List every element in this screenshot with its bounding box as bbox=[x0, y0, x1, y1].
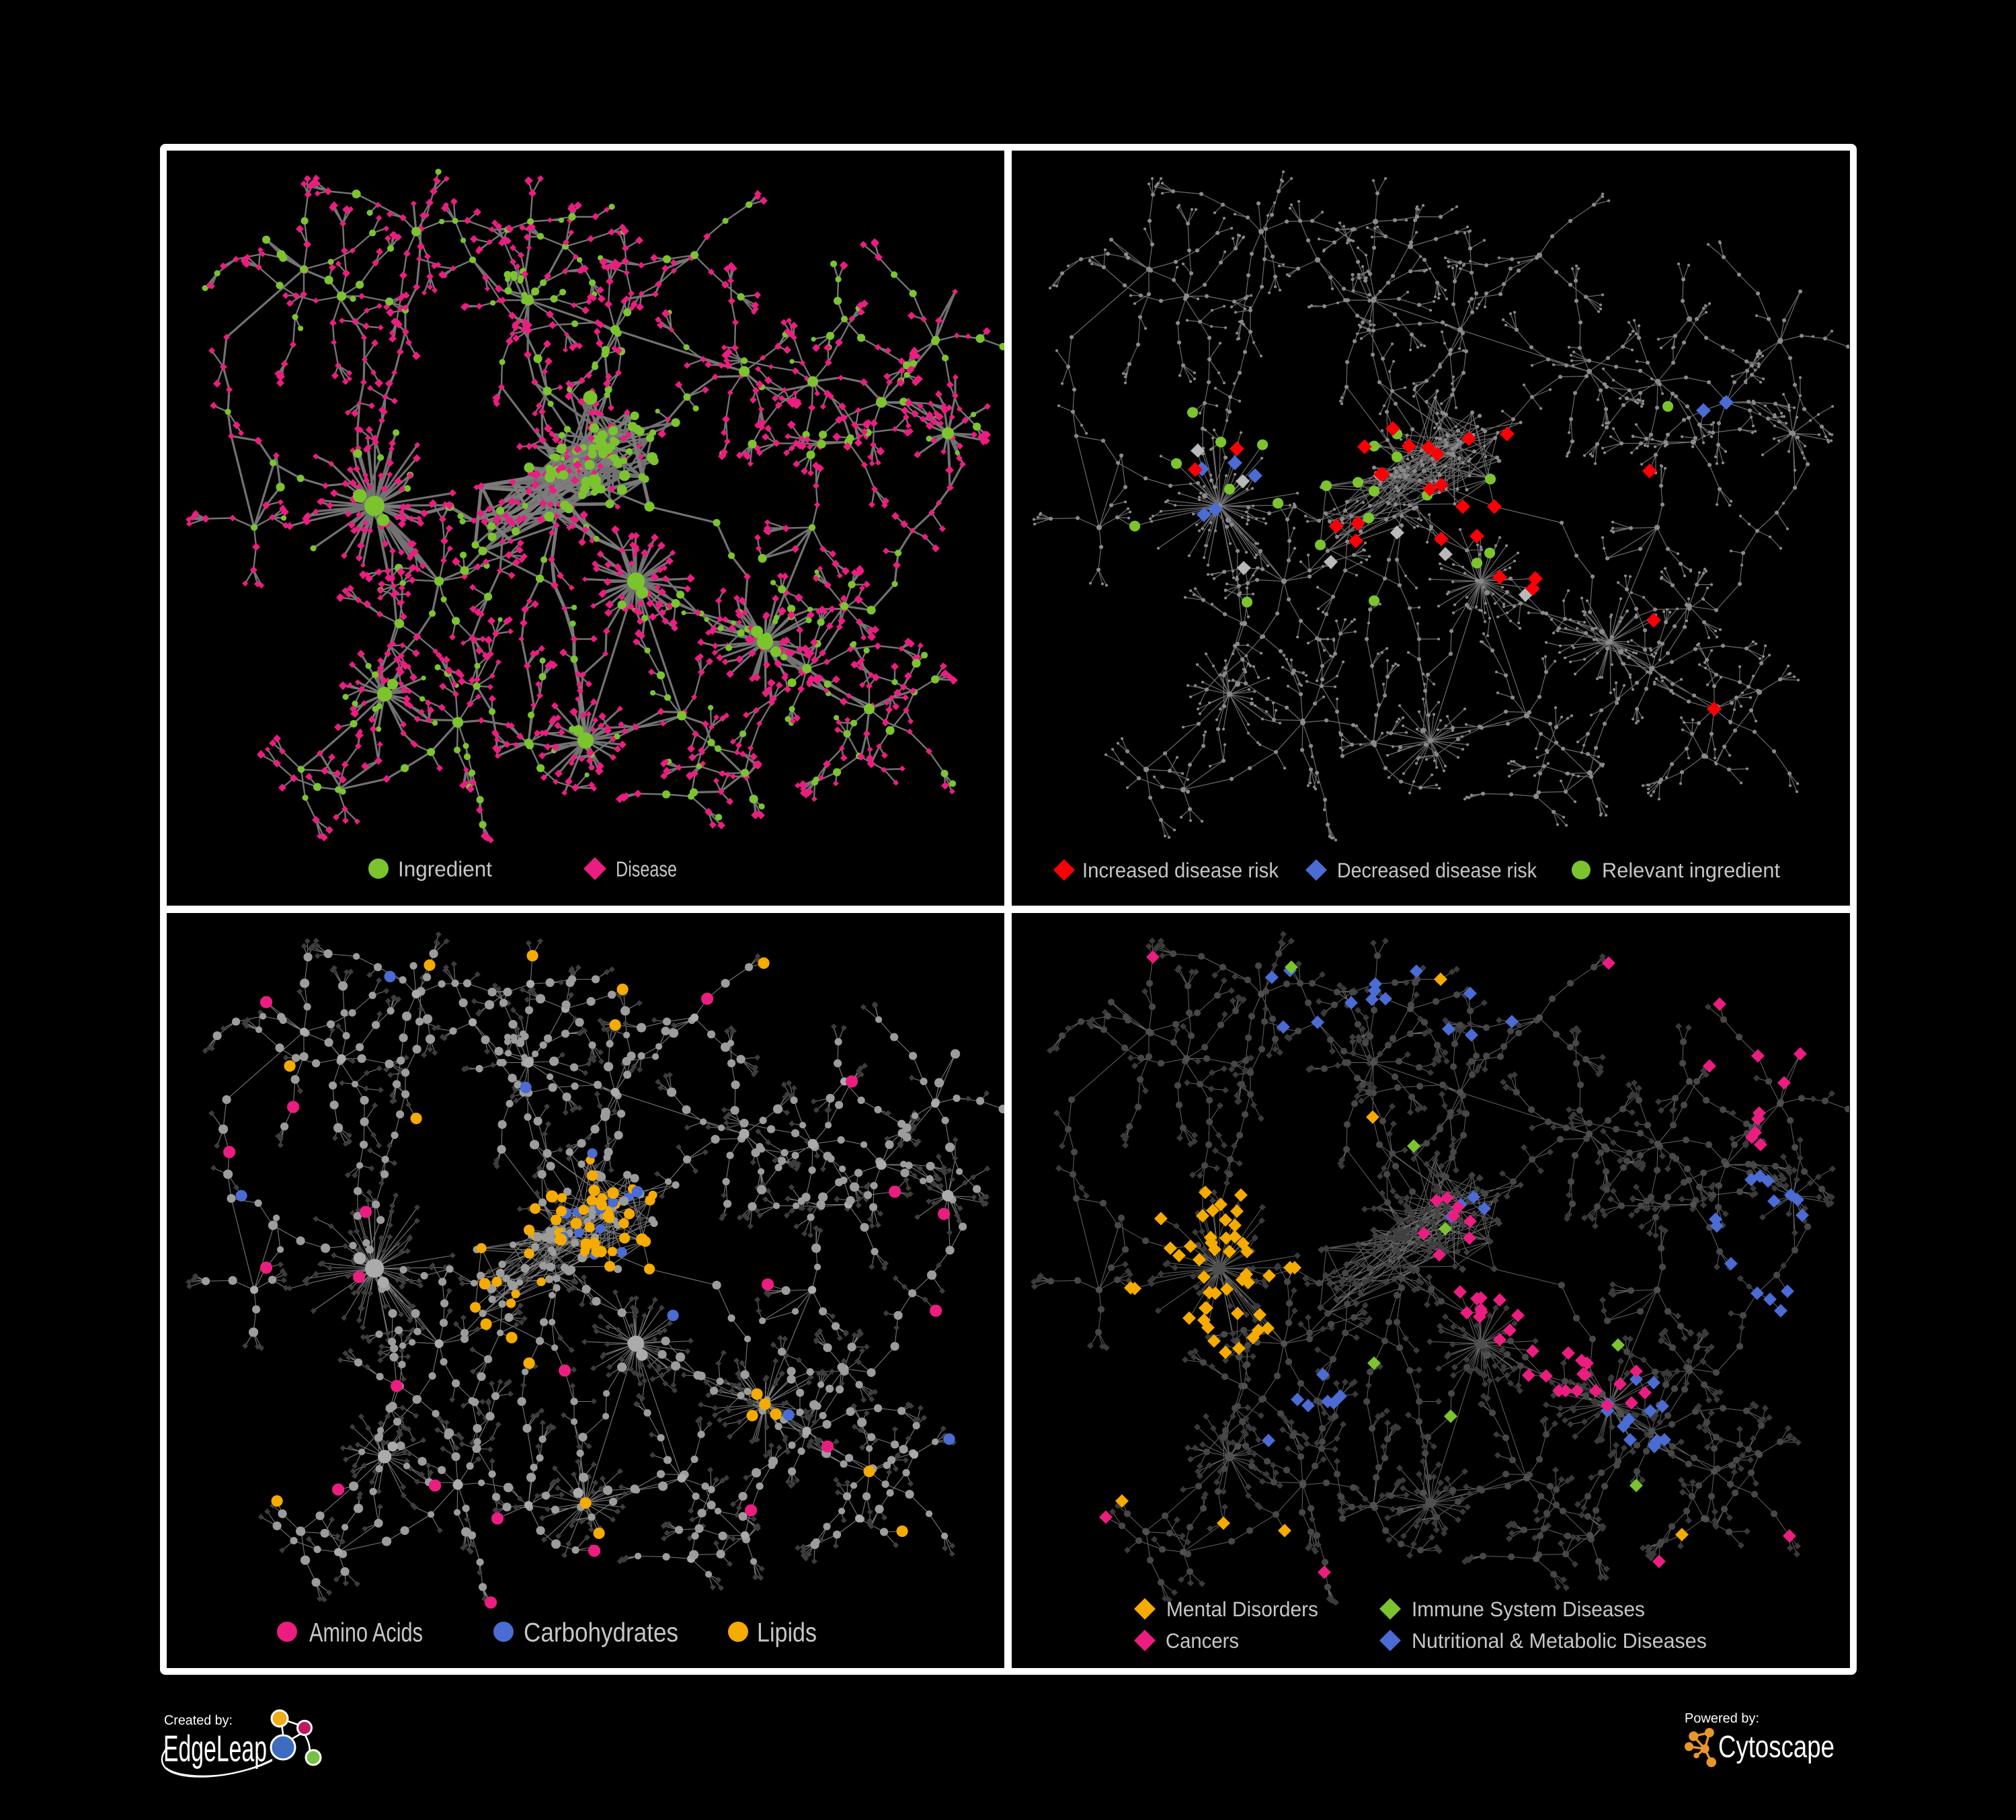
svg-text:Created by:: Created by: bbox=[164, 1713, 233, 1728]
svg-text:Mental Disorders: Mental Disorders bbox=[1166, 1597, 1318, 1621]
svg-text:Amino Acids: Amino Acids bbox=[309, 1618, 423, 1647]
svg-text:Immune System Diseases: Immune System Diseases bbox=[1412, 1597, 1645, 1621]
svg-text:Powered by:: Powered by: bbox=[1685, 1711, 1759, 1726]
svg-text:Cancers: Cancers bbox=[1166, 1629, 1239, 1653]
svg-text:Carbohydrates: Carbohydrates bbox=[524, 1618, 678, 1647]
svg-text:Nutritional & Metabolic Diseas: Nutritional & Metabolic Diseases bbox=[1412, 1629, 1707, 1653]
svg-text:Increased disease risk: Increased disease risk bbox=[1082, 859, 1279, 882]
svg-text:Relevant ingredient: Relevant ingredient bbox=[1602, 859, 1780, 882]
svg-text:Disease: Disease bbox=[616, 857, 677, 881]
svg-text:Ingredient: Ingredient bbox=[398, 857, 492, 881]
svg-text:Cytoscape: Cytoscape bbox=[1718, 1729, 1834, 1764]
svg-text:Lipids: Lipids bbox=[757, 1618, 817, 1647]
svg-text:Decreased disease risk: Decreased disease risk bbox=[1337, 859, 1537, 882]
svg-text:EdgeLeap: EdgeLeap bbox=[163, 1728, 267, 1770]
